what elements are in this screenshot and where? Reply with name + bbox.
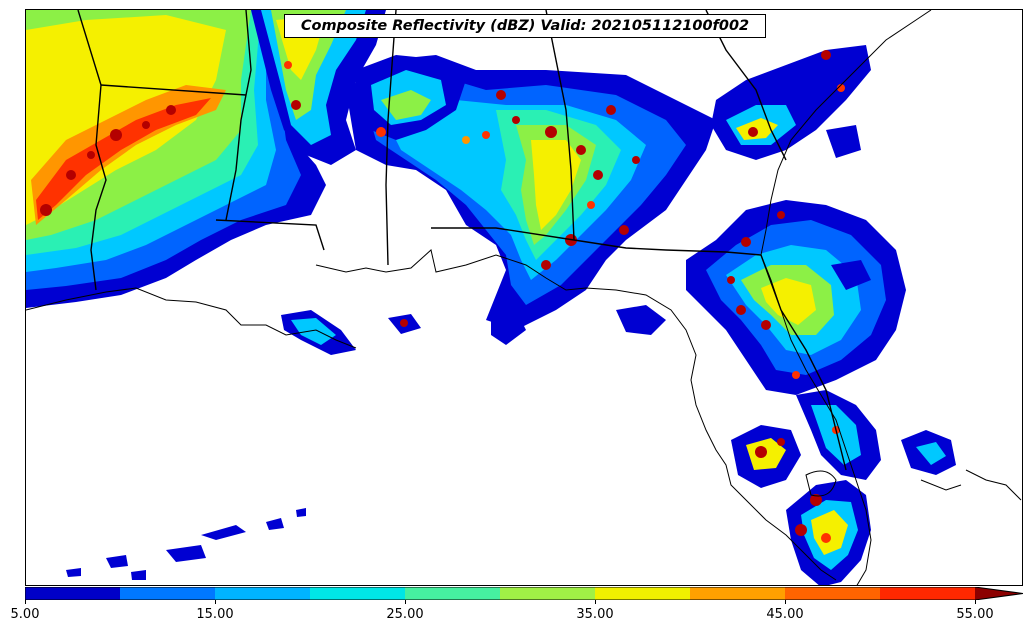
colorbar-segment (785, 587, 881, 600)
cell-w3 (110, 129, 122, 141)
colorbar-tick (405, 600, 406, 604)
echo-sw6 (296, 508, 306, 517)
colorbar-segment (120, 587, 216, 600)
colorbar-segment (690, 587, 786, 600)
cell-a10 (632, 156, 640, 164)
cell-a9 (482, 131, 490, 139)
border-ga-fl (573, 239, 762, 256)
cell-a11 (619, 225, 629, 235)
radar-echoes (26, 10, 956, 585)
reflectivity-map (26, 10, 1022, 585)
echo-fl-cyan (811, 405, 861, 465)
colorbar-tick-label: 25.00 (386, 607, 424, 622)
colorbar-tick-label: 45.00 (766, 607, 804, 622)
cell-s2 (795, 524, 807, 536)
lake-okeechobee (805, 470, 837, 497)
cell-c6 (792, 371, 800, 379)
colorbar-segment (310, 587, 406, 600)
echo-sw4 (131, 570, 146, 580)
border-al-fl (431, 227, 575, 241)
cell-g1 (748, 127, 758, 137)
cell-w2 (66, 170, 76, 180)
echo-nal-green (381, 90, 431, 120)
map-panel (25, 9, 1023, 586)
colorbar-extend-arrow (975, 587, 1023, 600)
cell-c5 (777, 211, 785, 219)
colorbar-tick-label: 35.00 (576, 607, 614, 622)
echo-pan2 (616, 305, 666, 335)
cell-fp (400, 319, 408, 327)
cell-g3 (837, 84, 845, 92)
colorbar-tick (785, 600, 786, 604)
border-ms-al (385, 10, 397, 266)
cell-c4 (761, 320, 771, 330)
bahama-coast (920, 479, 962, 491)
coastline (26, 10, 1022, 585)
echo-al-yellow (531, 140, 581, 230)
echo-atl2 (826, 125, 861, 158)
border-la-ms-south (215, 219, 325, 251)
echo-atl3 (831, 260, 871, 290)
colorbar-outline (25, 587, 1023, 600)
echo-atl1-cyan (916, 442, 946, 465)
colorbar (25, 587, 1023, 600)
echo-west-red (36, 98, 211, 220)
colorbar-segment (500, 587, 596, 600)
cell-nc1 (291, 100, 301, 110)
echo-sw5 (266, 518, 284, 530)
coast-ga-sc (760, 10, 932, 256)
coast-ms-al (315, 249, 837, 581)
colorbar-tick (595, 600, 596, 604)
cell-t2 (777, 438, 785, 446)
cell-a6 (606, 105, 616, 115)
colorbar-tick (215, 600, 216, 604)
cell-s3 (821, 533, 831, 543)
map-title: Composite Reflectivity (dBZ) Valid: 2021… (284, 14, 766, 38)
cell-w1 (40, 204, 52, 216)
cell-a2 (576, 145, 586, 155)
cell-nc2 (284, 61, 292, 69)
cell-a8 (496, 90, 506, 100)
echo-sfl-yellow (811, 510, 848, 555)
cell-g2 (821, 50, 831, 60)
cell-c1 (741, 237, 751, 247)
colorbar-segment (880, 587, 976, 600)
colorbar-segment (595, 587, 691, 600)
colorbar-tick (975, 600, 976, 604)
border-al-ga (545, 10, 575, 241)
echo-sw3 (106, 555, 128, 568)
echo-sw2 (201, 525, 246, 540)
cell-a12 (587, 201, 595, 209)
cell-w6 (87, 151, 95, 159)
echo-sw7 (66, 568, 81, 577)
cell-c2 (727, 276, 735, 284)
cell-t1 (755, 446, 767, 458)
colorbar-tick-label: 55.00 (956, 607, 994, 622)
cell-c3 (736, 305, 746, 315)
cell-w5 (142, 121, 150, 129)
cell-n2 (462, 136, 470, 144)
cell-a5 (541, 260, 551, 270)
cell-n1 (376, 127, 386, 137)
coast-fl-east (760, 254, 872, 585)
colorbar-segment (215, 587, 311, 600)
colorbar-tick (25, 600, 26, 604)
cell-a7 (512, 116, 520, 124)
echo-sw1 (166, 545, 206, 562)
cell-s1 (810, 494, 822, 506)
colorbar-segment (25, 587, 121, 600)
keys (965, 469, 1022, 501)
coast-tx-la (26, 287, 357, 349)
echo-pan1 (491, 310, 526, 345)
cell-a1 (545, 126, 557, 138)
echo-la1-cyan (291, 318, 336, 345)
border-ms-river (225, 10, 252, 221)
colorbar-segment (405, 587, 501, 600)
cell-w4 (166, 105, 176, 115)
cell-a3 (593, 170, 603, 180)
colorbar-tick-label: 5.00 (10, 607, 40, 622)
colorbar-tick-label: 15.00 (196, 607, 234, 622)
border-ar-la (100, 84, 247, 96)
